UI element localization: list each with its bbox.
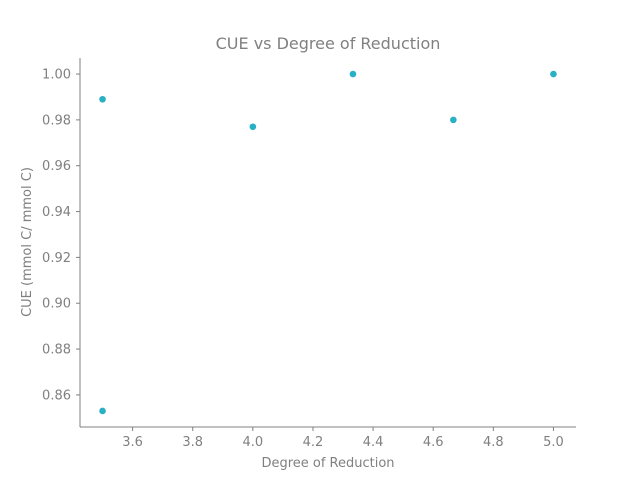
data-points	[99, 70, 557, 415]
data-point-1	[99, 95, 106, 103]
x-tick-label: 4.2	[303, 435, 324, 450]
x-tick-label: 5.0	[543, 435, 564, 450]
y-axis-label: CUE (mmol C/ mmol C)	[20, 167, 35, 317]
y-tick-label: 0.92	[42, 251, 71, 266]
y-tick-label: 0.90	[42, 297, 71, 312]
chart-title: CUE vs Degree of Reduction	[216, 34, 441, 53]
x-tick-label: 4.8	[483, 435, 504, 450]
y-tick-label: 0.86	[42, 388, 71, 403]
y-axis-ticks: 0.86 0.88 0.90 0.92 0.94 0.96 0.98 1.00	[42, 68, 80, 403]
data-point-6	[550, 70, 557, 78]
data-point-2	[99, 407, 106, 415]
x-axis-ticks: 3.6 3.8 4.0 4.2 4.4 4.6 4.8 5.0	[122, 427, 564, 450]
y-tick-label: 0.98	[42, 113, 71, 128]
y-tick-label: 0.88	[42, 343, 71, 358]
x-axis-label: Degree of Reduction	[261, 456, 394, 471]
y-tick-label: 0.94	[42, 205, 71, 220]
data-point-3	[249, 123, 257, 131]
x-tick-label: 4.6	[423, 435, 444, 450]
x-tick-label: 4.0	[243, 435, 264, 450]
x-tick-label: 4.4	[363, 435, 384, 450]
y-tick-label: 0.96	[42, 159, 71, 174]
x-tick-label: 3.6	[122, 435, 143, 450]
y-tick-label: 1.00	[42, 68, 71, 83]
x-tick-label: 3.8	[182, 435, 203, 450]
data-point-4	[349, 70, 357, 78]
data-point-5	[450, 116, 457, 124]
